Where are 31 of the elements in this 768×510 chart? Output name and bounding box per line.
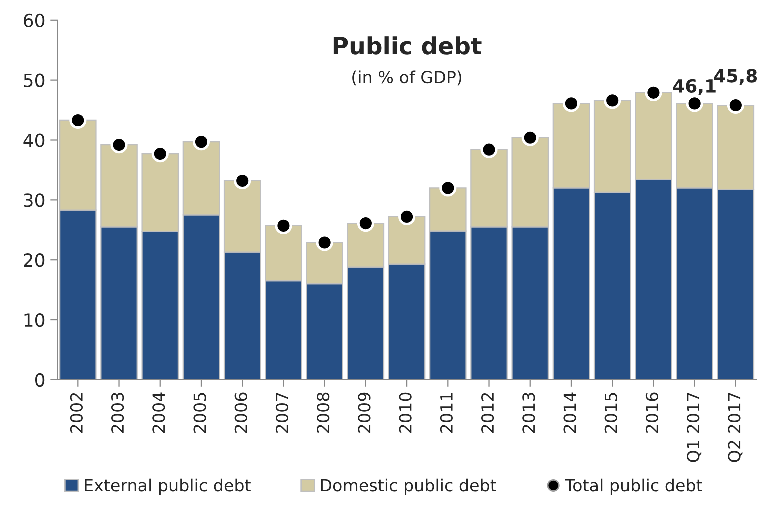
legend-label: Domestic public debt xyxy=(321,478,496,495)
y-tick-label: 60 xyxy=(24,14,45,28)
x-tick-label: 2007 xyxy=(276,393,289,433)
x-tick-label: 2011 xyxy=(440,393,453,433)
y-tick-label: 50 xyxy=(24,74,45,88)
legend-label: Total public debt xyxy=(565,478,702,495)
y-tick-label: 20 xyxy=(24,254,45,268)
y-tick-label: 0 xyxy=(35,373,45,388)
y-tick-label: 40 xyxy=(24,134,45,148)
data-label: 45,8 xyxy=(714,69,758,86)
text: (in % of GDP) xyxy=(352,70,462,86)
x-tick-label: 2015 xyxy=(604,393,618,433)
x-tick-label: 2006 xyxy=(234,392,248,433)
y-tick-label: 10 xyxy=(24,313,45,328)
x-tick-label: 2004 xyxy=(152,392,166,433)
text: Public debt xyxy=(334,36,482,55)
x-tick-label: 2010 xyxy=(399,392,412,433)
x-tick-label: Q1 2017 xyxy=(687,393,702,462)
x-tick-label: 2008 xyxy=(317,392,330,433)
x-tick-label: 2012 xyxy=(481,393,494,433)
x-tick-label: 2009 xyxy=(358,392,371,433)
x-tick-label: 2005 xyxy=(194,393,206,433)
x-tick-label: 2003 xyxy=(111,393,124,433)
data-label: 46,1 xyxy=(673,79,716,96)
x-tick-label: 2002 xyxy=(70,393,83,433)
x-tick-label: 2013 xyxy=(522,393,536,433)
legend-label: External public debt xyxy=(85,478,251,495)
y-tick-label: 30 xyxy=(24,194,45,208)
x-tick-label: Q2 2017 xyxy=(728,393,743,462)
x-tick-label: 2016 xyxy=(646,392,659,433)
x-tick-label: 2014 xyxy=(564,392,576,433)
